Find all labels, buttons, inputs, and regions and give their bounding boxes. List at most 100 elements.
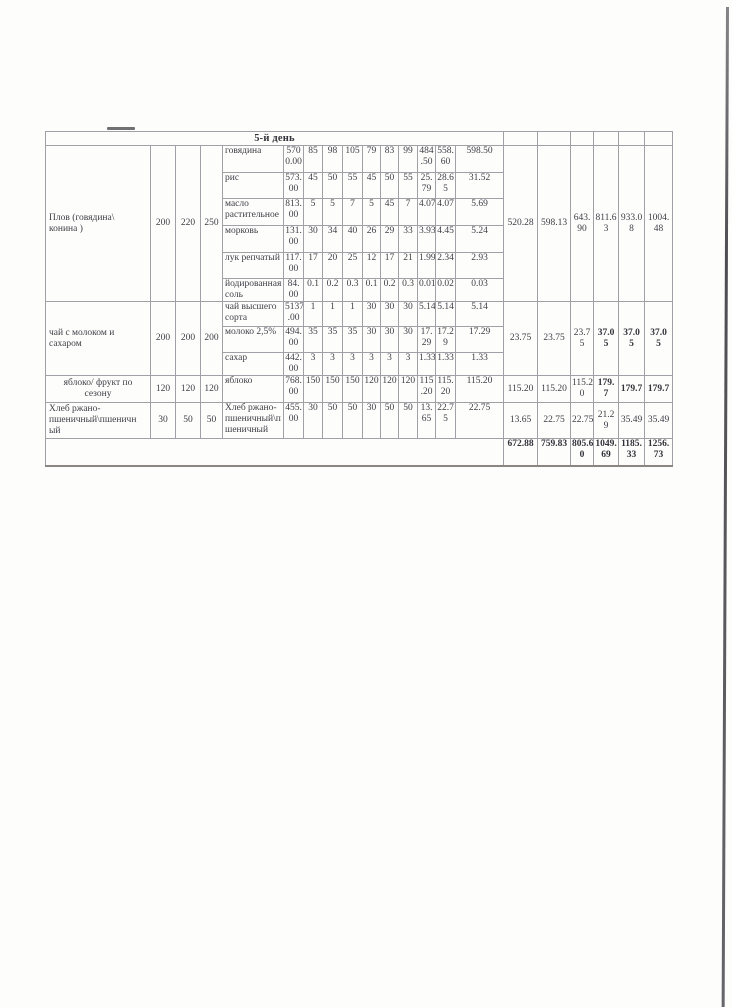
- value-cell: 0.1: [362, 278, 381, 302]
- value-cell: 150: [303, 375, 323, 403]
- value-cell: 1: [303, 301, 323, 327]
- group-total-cell: 22.75: [570, 402, 595, 439]
- grand-total-cell: 1049. 69: [593, 438, 620, 467]
- portion-cell: 250: [200, 145, 223, 302]
- group-total-cell: 35.49: [644, 402, 674, 439]
- value-cell: 5.24: [454, 225, 505, 253]
- group-total-cell: 21.2 9: [593, 402, 620, 439]
- value-cell: 12: [362, 252, 381, 279]
- group-total-cell: 37.0 5: [618, 301, 646, 376]
- value-cell: 55: [342, 172, 363, 199]
- empty-header-cell: [503, 131, 539, 146]
- table-row: лук репчатый 117. 00 17 20 25 12 17 21 1.99 2.34 2…: [46, 252, 673, 279]
- value-cell: 1.99: [417, 252, 436, 279]
- group-total-cell: 13.65: [503, 402, 539, 439]
- value-cell: 50: [398, 402, 418, 439]
- group-total-cell: 520.28: [503, 145, 539, 302]
- portion-cell: 50: [200, 402, 223, 439]
- value-cell: 3.93: [417, 225, 436, 253]
- value-cell: 105: [342, 145, 363, 173]
- value-cell: 25: [342, 252, 363, 279]
- value-cell: 30: [362, 301, 381, 327]
- value-cell: 30: [380, 326, 399, 353]
- value-cell: 25. 79: [417, 172, 436, 199]
- value-cell: 5: [322, 198, 343, 226]
- portion-cell: 200: [150, 145, 176, 302]
- value-cell: 0.3: [398, 278, 418, 302]
- value-cell: 558. 60: [435, 145, 456, 173]
- value-cell: 40: [342, 225, 363, 253]
- empty-header-cell: [618, 131, 646, 146]
- ingredient-cell: сахар: [222, 352, 284, 376]
- group-total-cell: 179.7: [644, 375, 674, 403]
- portion-cell: 120: [200, 375, 223, 403]
- value-cell: 33: [398, 225, 418, 253]
- value-cell: 0.02: [435, 278, 456, 302]
- value-cell: 17.2 9: [435, 326, 456, 353]
- group-total-cell: 115.20: [537, 375, 572, 403]
- ingredient-cell: морковь: [222, 225, 284, 253]
- value-cell: 1: [342, 301, 363, 327]
- value-cell: 4.07: [417, 198, 436, 226]
- value-cell: 30: [303, 225, 323, 253]
- value-cell: 5.14: [435, 301, 456, 327]
- value-cell: 1: [322, 301, 343, 327]
- ingredient-cell: чай высшего сорта: [222, 301, 284, 327]
- group-total-cell: 23.75: [537, 301, 572, 376]
- dish-cell: Хлеб ржано- пшеничный\пшеничн ый: [45, 402, 151, 439]
- value-cell: 0.01: [417, 278, 436, 302]
- day-header-row: 5-й день: [44, 131, 674, 146]
- value-cell: 5.14: [454, 301, 505, 327]
- grand-total-cell: 1256. 73: [644, 438, 674, 467]
- value-cell: 0.1: [303, 278, 323, 302]
- group-total-cell: 35.49: [618, 402, 646, 439]
- value-cell: 484 .50: [417, 145, 436, 173]
- gross-cell: 131. 00: [283, 225, 304, 253]
- portion-cell: 200: [175, 301, 201, 376]
- gross-cell: 570 0.00: [283, 145, 304, 173]
- value-cell: 30: [303, 402, 323, 439]
- table-row: чай с молоком и сахаром 200 200 200 чай высш…: [45, 301, 674, 376]
- gross-cell: 5137 .00: [283, 301, 304, 327]
- value-cell: 31.52: [454, 172, 505, 199]
- value-cell: 30: [380, 301, 399, 327]
- grand-total-cell: 759.83: [537, 438, 572, 467]
- gross-cell: 768. 00: [283, 375, 304, 403]
- ingredient-cell: рис: [222, 172, 284, 199]
- value-cell: 115. 20: [435, 375, 456, 403]
- value-cell: 120: [398, 375, 418, 403]
- group-total-cell: 643. 90: [570, 145, 595, 302]
- value-cell: 35: [322, 326, 343, 353]
- gross-cell: 84. 00: [283, 278, 304, 302]
- value-cell: 115.20: [454, 375, 505, 403]
- value-cell: 13. 65: [417, 402, 436, 439]
- value-cell: 4.45: [435, 225, 456, 253]
- value-cell: 1.33: [454, 352, 505, 376]
- empty-header-cell: [570, 131, 595, 146]
- value-cell: 150: [342, 375, 363, 403]
- value-cell: 3: [362, 352, 381, 376]
- table-row: масло растительное 813. 00 5 5 7 5 45 7 4.07 4.07…: [46, 198, 673, 226]
- value-cell: 7: [398, 198, 418, 226]
- value-cell: 35: [303, 326, 323, 353]
- ingredient-cell: йодированная соль: [222, 278, 284, 302]
- value-cell: 17. 29: [417, 326, 436, 353]
- menu-table: 5-й день Плов (говядина\ конина ) 200 220 2…: [44, 131, 674, 467]
- portion-cell: 220: [175, 145, 201, 302]
- portion-cell: 200: [150, 301, 176, 376]
- ingredient-cell: яблоко: [222, 375, 284, 403]
- value-cell: 115 .20: [417, 375, 436, 403]
- portion-cell: 200: [200, 301, 223, 376]
- value-cell: 3: [322, 352, 343, 376]
- group-total-cell: 23.7 5: [570, 301, 595, 376]
- gross-cell: 455. 00: [283, 402, 304, 439]
- value-cell: 17: [380, 252, 399, 279]
- value-cell: 35: [342, 326, 363, 353]
- value-cell: 30: [362, 402, 381, 439]
- empty-header-cell: [593, 131, 620, 146]
- value-cell: 5.14: [417, 301, 436, 327]
- value-cell: 50: [322, 172, 343, 199]
- ingredient-cell: говядина: [222, 145, 284, 173]
- value-cell: 50: [380, 402, 399, 439]
- empty-header-cell: [644, 131, 674, 146]
